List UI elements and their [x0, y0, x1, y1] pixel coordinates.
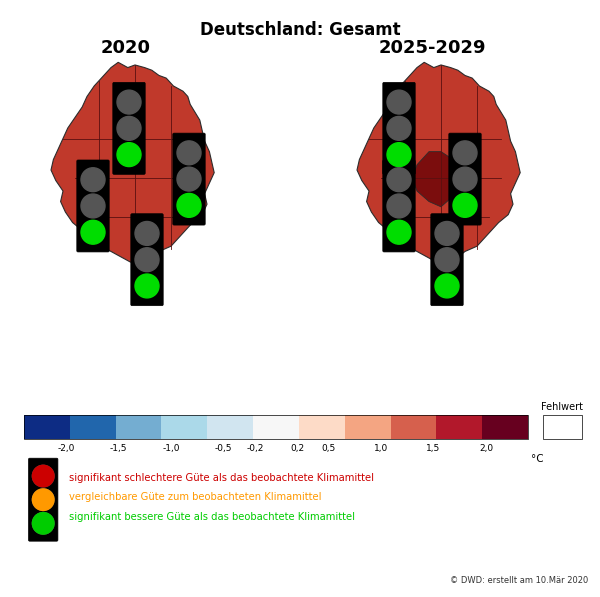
Circle shape — [32, 489, 54, 510]
FancyBboxPatch shape — [173, 133, 205, 225]
Circle shape — [387, 168, 411, 192]
Circle shape — [135, 274, 159, 298]
Circle shape — [387, 194, 411, 218]
Circle shape — [177, 193, 201, 217]
Circle shape — [387, 90, 411, 114]
Text: 0,2: 0,2 — [290, 444, 304, 453]
Circle shape — [117, 90, 141, 114]
Text: vergleichbare Güte zum beobachteten Klimamittel: vergleichbare Güte zum beobachteten Klim… — [69, 493, 322, 502]
Bar — [207, 415, 253, 439]
Text: 1,5: 1,5 — [427, 444, 440, 453]
Text: -1,0: -1,0 — [162, 444, 180, 453]
Text: 2020: 2020 — [101, 39, 151, 57]
Circle shape — [435, 221, 459, 245]
FancyBboxPatch shape — [383, 82, 415, 174]
Circle shape — [117, 143, 141, 167]
Bar — [253, 415, 299, 439]
FancyBboxPatch shape — [383, 160, 415, 252]
Circle shape — [32, 489, 54, 510]
Circle shape — [81, 194, 105, 218]
Circle shape — [453, 141, 477, 165]
Circle shape — [453, 167, 477, 191]
Text: -2,0: -2,0 — [58, 444, 74, 453]
Circle shape — [135, 221, 159, 245]
Bar — [391, 415, 436, 439]
FancyBboxPatch shape — [29, 458, 58, 541]
Bar — [543, 415, 582, 439]
Text: 2,0: 2,0 — [479, 444, 493, 453]
Text: signifikant schlechtere Güte als das beobachtete Klimamittel: signifikant schlechtere Güte als das beo… — [69, 473, 374, 482]
Text: -1,5: -1,5 — [110, 444, 127, 453]
Circle shape — [32, 465, 54, 487]
Text: °C: °C — [531, 454, 544, 464]
Circle shape — [387, 220, 411, 244]
Text: 1,0: 1,0 — [374, 444, 388, 453]
Circle shape — [387, 116, 411, 140]
Bar — [482, 415, 528, 439]
Circle shape — [81, 168, 105, 192]
Text: © DWD: erstellt am 10.Mär 2020: © DWD: erstellt am 10.Mär 2020 — [450, 576, 588, 585]
FancyBboxPatch shape — [131, 214, 163, 306]
Text: -0,2: -0,2 — [247, 444, 263, 453]
Circle shape — [435, 248, 459, 272]
Circle shape — [135, 248, 159, 272]
FancyBboxPatch shape — [431, 214, 463, 306]
Polygon shape — [412, 152, 460, 207]
Circle shape — [32, 513, 54, 534]
Circle shape — [177, 141, 201, 165]
Circle shape — [117, 116, 141, 140]
Circle shape — [177, 167, 201, 191]
Text: -0,5: -0,5 — [215, 444, 232, 453]
Bar — [161, 415, 207, 439]
Circle shape — [32, 513, 54, 534]
Polygon shape — [51, 62, 214, 264]
Bar — [70, 415, 116, 439]
FancyBboxPatch shape — [77, 160, 109, 252]
FancyBboxPatch shape — [113, 82, 145, 174]
Bar — [436, 415, 482, 439]
Bar — [24, 415, 70, 439]
Bar — [299, 415, 345, 439]
Circle shape — [435, 274, 459, 298]
Text: Deutschland: Gesamt: Deutschland: Gesamt — [200, 21, 400, 39]
Circle shape — [453, 193, 477, 217]
Circle shape — [387, 143, 411, 167]
Bar — [345, 415, 391, 439]
Text: Fehlwert: Fehlwert — [542, 402, 583, 412]
Bar — [24, 415, 528, 439]
Text: 0,5: 0,5 — [322, 444, 335, 453]
Circle shape — [32, 465, 54, 487]
Bar — [116, 415, 161, 439]
Circle shape — [81, 220, 105, 244]
Text: 2025-2029: 2025-2029 — [378, 39, 486, 57]
Polygon shape — [357, 62, 520, 264]
Text: signifikant bessere Güte als das beobachtete Klimamittel: signifikant bessere Güte als das beobach… — [69, 512, 355, 522]
FancyBboxPatch shape — [449, 133, 481, 225]
